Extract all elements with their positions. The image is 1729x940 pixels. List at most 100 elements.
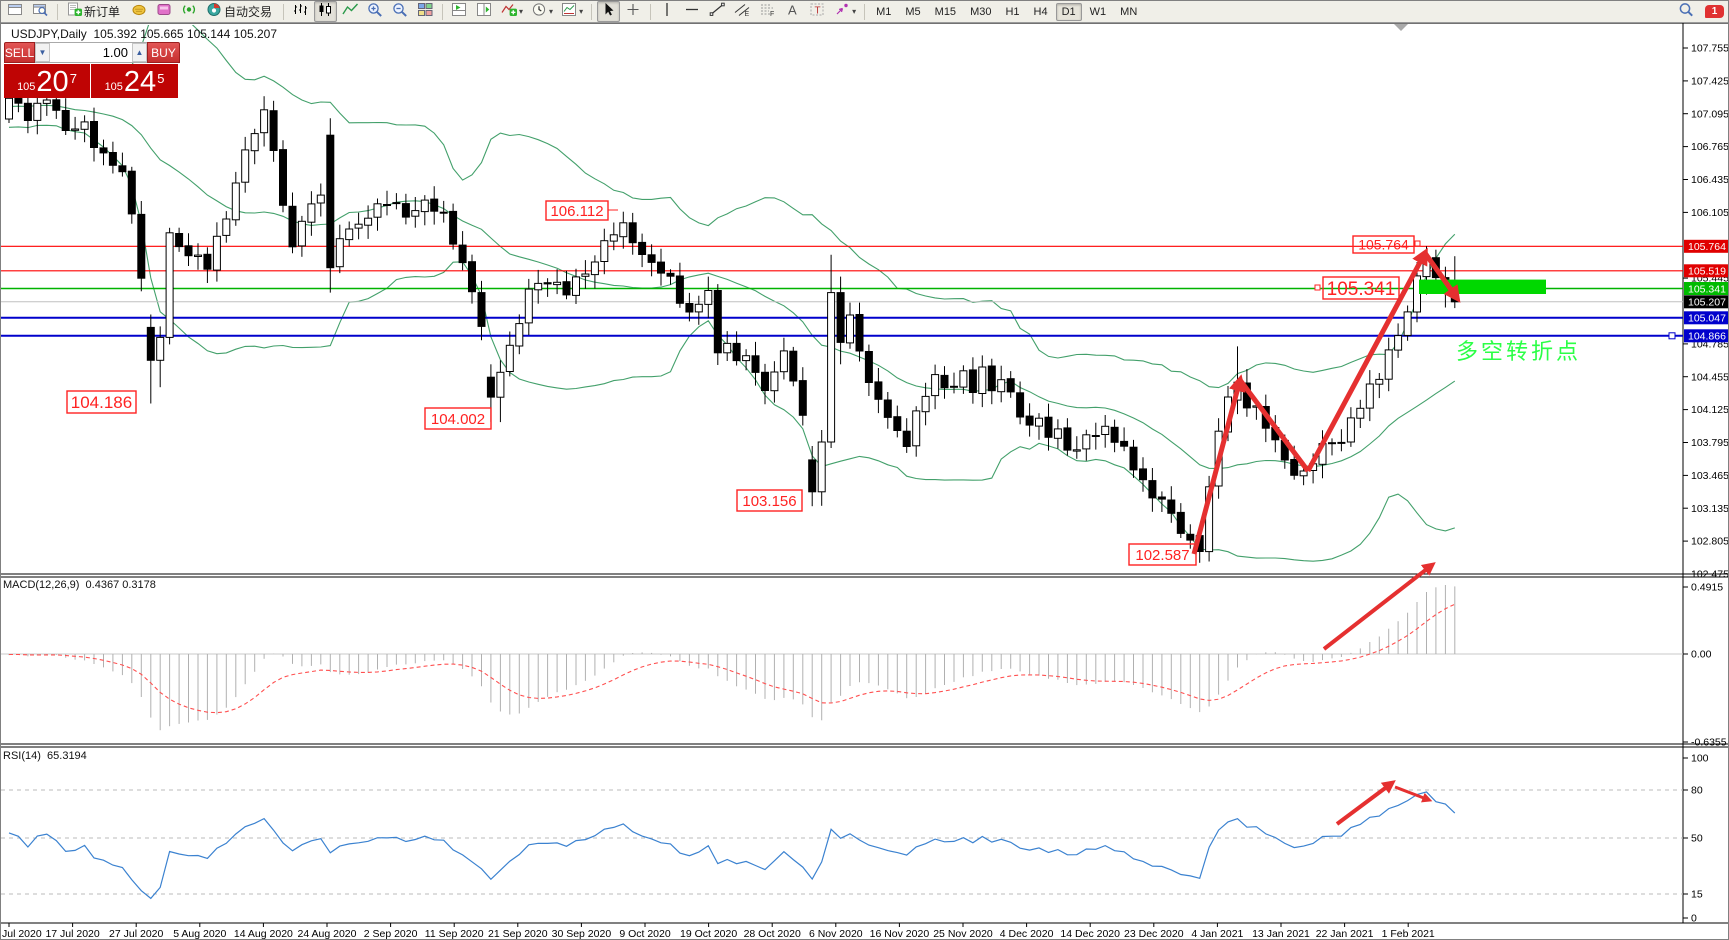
- volume-input[interactable]: [50, 43, 132, 62]
- line-chart-mode-button[interactable]: [339, 1, 362, 22]
- search-button[interactable]: [1675, 1, 1698, 22]
- svg-text:100: 100: [1691, 753, 1709, 765]
- timeframe-m5[interactable]: M5: [905, 5, 921, 18]
- svg-text:103.156: 103.156: [742, 493, 796, 510]
- horizontal-line-tool-button[interactable]: [681, 1, 704, 22]
- svg-text:5 Aug 2020: 5 Aug 2020: [173, 928, 226, 940]
- crosshair-tool-icon: [625, 2, 642, 22]
- svg-text:104.866: 104.866: [1688, 331, 1726, 343]
- trendline-tool-button[interactable]: [706, 1, 729, 22]
- timeframe-h1[interactable]: H1: [1005, 5, 1020, 18]
- chart-shift-button[interactable]: [473, 1, 496, 22]
- trend-arrows: [1191, 247, 1461, 826]
- svg-text:19 Oct 2020: 19 Oct 2020: [680, 928, 737, 940]
- indicators-menu-button[interactable]: ▾: [498, 1, 526, 22]
- periods-menu-button[interactable]: ▾: [528, 1, 556, 22]
- auto-trading-button[interactable]: 自动交易: [203, 1, 278, 22]
- timeframe-m1[interactable]: M1: [876, 5, 892, 18]
- bid-pipette: 7: [69, 71, 77, 86]
- timeframe-m30[interactable]: M30: [970, 5, 992, 18]
- buy-button[interactable]: BUY: [147, 42, 180, 63]
- chart-title: USDJPY,Daily 105.392 105.665 105.144 105…: [11, 27, 277, 41]
- market-watch-button[interactable]: [178, 1, 201, 22]
- timeframe-mn[interactable]: MN: [1120, 5, 1138, 18]
- timeframe-h4[interactable]: H4: [1033, 5, 1048, 18]
- new-order-button[interactable]: 新订单: [63, 1, 126, 22]
- bollinger-bands: [8, 25, 1456, 562]
- toolbar-separator: [864, 3, 866, 20]
- svg-text:E: E: [745, 11, 750, 17]
- cursor-tool-button[interactable]: [597, 1, 621, 22]
- auto-arrange-button[interactable]: [448, 1, 471, 22]
- toolbar-separator: [650, 3, 652, 20]
- sell-button[interactable]: SELL: [4, 42, 35, 63]
- vertical-line-tool-button[interactable]: [656, 1, 679, 22]
- periods-menu-icon: [531, 2, 548, 22]
- volume-increase-button[interactable]: ▲: [132, 43, 147, 62]
- svg-text:106.105: 106.105: [1691, 207, 1729, 219]
- svg-text:11 Sep 2020: 11 Sep 2020: [425, 928, 484, 940]
- chart-profiles-button[interactable]: [29, 1, 52, 22]
- dropdown-caret-icon: ▾: [519, 7, 524, 16]
- macd-signal-line: [9, 603, 1456, 714]
- macd-label: MACD(12,26,9) 0.4367 0.3178: [3, 579, 156, 591]
- macd-panel[interactable]: [1, 585, 1683, 731]
- candlestick-mode-button[interactable]: [314, 1, 338, 22]
- fibonacci-tool-button[interactable]: F: [756, 1, 779, 22]
- svg-text:105.519: 105.519: [1688, 266, 1726, 278]
- svg-text:103.135: 103.135: [1691, 503, 1729, 515]
- chart-ohlc: 105.392 105.665 105.144 105.207: [93, 27, 277, 41]
- equidistant-channel-tool-button[interactable]: E: [731, 1, 754, 22]
- svg-text:25 Nov 2020: 25 Nov 2020: [933, 928, 993, 940]
- timeframe-w1[interactable]: W1: [1089, 5, 1107, 18]
- toolbar-separator: [591, 3, 593, 20]
- svg-text:106.765: 106.765: [1691, 141, 1729, 153]
- tile-windows-button[interactable]: [414, 1, 437, 22]
- timeframe-d1[interactable]: D1: [1055, 2, 1082, 21]
- green-highlight-zone: [1419, 279, 1546, 294]
- ask-price[interactable]: 105 24 5: [91, 64, 178, 98]
- svg-text:4 Jan 2021: 4 Jan 2021: [1191, 928, 1243, 940]
- macd-values: 0.4367 0.3178: [85, 579, 156, 591]
- search-icon: [1678, 2, 1695, 22]
- svg-text:4 Dec 2020: 4 Dec 2020: [1000, 928, 1054, 940]
- bid-price[interactable]: 105 20 7: [4, 64, 91, 98]
- svg-text:多空转折点: 多空转折点: [1456, 339, 1581, 364]
- svg-text:15: 15: [1691, 889, 1703, 901]
- svg-text:102.475: 102.475: [1691, 569, 1729, 581]
- new-chart-button[interactable]: [4, 1, 27, 22]
- new-chart-icon: [7, 2, 24, 22]
- auto-arrange-icon: [451, 2, 468, 22]
- macd-name: MACD(12,26,9): [3, 579, 80, 591]
- svg-text:104.455: 104.455: [1691, 371, 1729, 383]
- notification-badge[interactable]: 1: [1705, 5, 1724, 18]
- price-axis[interactable]: 107.755 107.425 107.095 106.765 106.435 106.1…: [1683, 43, 1729, 925]
- text-tool-button[interactable]: A: [781, 1, 804, 22]
- bar-chart-mode-button[interactable]: [289, 1, 312, 22]
- rsi-label: RSI(14) 65.3194: [3, 750, 87, 762]
- dropdown-caret-icon: ▾: [579, 7, 584, 16]
- svg-text:Jul 2020: Jul 2020: [2, 928, 42, 940]
- data-window-button[interactable]: [153, 1, 176, 22]
- horizontal-line-tool-icon: [684, 2, 701, 22]
- svg-text:106.435: 106.435: [1691, 174, 1729, 186]
- zoom-out-button[interactable]: [389, 1, 412, 22]
- metaeditor-button[interactable]: [128, 1, 151, 22]
- svg-text:22 Jan 2021: 22 Jan 2021: [1316, 928, 1374, 940]
- volume-decrease-button[interactable]: ▼: [35, 43, 50, 62]
- crosshair-tool-button[interactable]: [622, 1, 645, 22]
- svg-text:107.425: 107.425: [1691, 76, 1729, 88]
- ask-whole: 105: [104, 81, 123, 93]
- rsi-line: [8, 791, 1456, 900]
- text-label-tool-button[interactable]: T: [806, 1, 829, 22]
- zoom-in-button[interactable]: [364, 1, 387, 22]
- dropdown-caret-icon: ▾: [549, 7, 554, 16]
- templates-menu-button[interactable]: ▾: [558, 1, 586, 22]
- svg-text:103.795: 103.795: [1691, 437, 1729, 449]
- timeframe-m15[interactable]: M15: [934, 5, 957, 18]
- time-axis[interactable]: Jul 2020 17 Jul 2020 27 Jul 2020 5 Aug 2020…: [2, 923, 1435, 940]
- svg-text:13 Jan 2021: 13 Jan 2021: [1252, 928, 1310, 940]
- arrows-tool-button[interactable]: ▾: [831, 1, 859, 22]
